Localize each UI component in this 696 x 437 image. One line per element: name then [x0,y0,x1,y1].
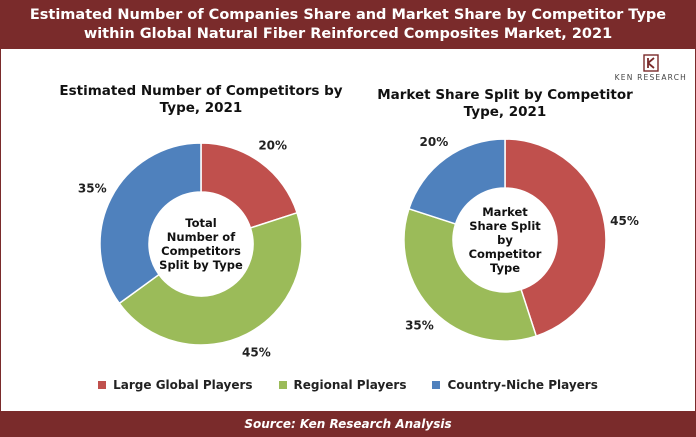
donut-center-label: by [497,233,513,247]
header-banner: Estimated Number of Companies Share and … [1,1,695,49]
donut-slice-country-niche-players [407,138,506,225]
slice-data-label: 20% [258,138,287,152]
donut-slice-regional-players [118,211,303,346]
ken-research-logo-icon [643,54,659,72]
title-line-1: Estimated Number of Companies Share and … [29,7,667,23]
legend-swatch-blue [432,381,441,389]
donut-center-label: Type [490,261,520,275]
donut-center-label: Share Split [469,219,541,233]
legend-swatch-green [278,381,287,389]
logo-text: KEN RESEARCH [614,73,687,82]
slice-data-label: 45% [610,214,639,228]
legend: Large Global Players Regional Players Co… [1,378,695,392]
legend-label: Regional Players [293,378,407,392]
legend-item-country-niche: Country-Niche Players [432,378,598,392]
donut-chart-1: Estimated Number of Competitors byType, … [59,83,342,360]
ken-research-logo: KEN RESEARCH [615,54,687,82]
footer-banner: Source: Ken Research Analysis [1,411,695,436]
donut-center-label: Competitor [469,247,542,261]
legend-item-large-global: Large Global Players [98,378,253,392]
legend-label: Large Global Players [113,378,253,392]
legend-item-regional: Regional Players [278,378,407,392]
source-note: Source: Ken Research Analysis [244,416,452,431]
donut-center-label: Market [482,205,528,219]
donut-center-label: Total [185,216,216,230]
chart-title-line: Type, 2021 [160,100,243,116]
chart-title-line: Market Share Split by Competitor [377,87,633,103]
donut-slice-regional-players [403,207,538,342]
legend-label: Country-Niche Players [447,378,598,392]
donut-slice-large-global-players [504,138,607,338]
donut-slice-large-global-players [200,142,299,229]
donut-slice-country-niche-players [99,142,202,305]
legend-swatch-red [98,381,107,389]
donut-center-label: Number of [167,230,236,244]
chart-title-line: Estimated Number of Competitors by [59,83,342,99]
chart-title-line: Type, 2021 [464,104,547,120]
slice-data-label: 20% [420,135,449,149]
title-line-2: within Global Natural Fiber Reinforced C… [83,26,613,42]
charts-area: Estimated Number of Competitors byType, … [59,83,639,360]
donut-center-label: Competitors [161,244,241,258]
slice-data-label: 35% [78,182,107,196]
slice-data-label: 45% [242,346,271,360]
donut-center-label: Split by Type [159,258,243,272]
slice-data-label: 35% [405,319,434,333]
